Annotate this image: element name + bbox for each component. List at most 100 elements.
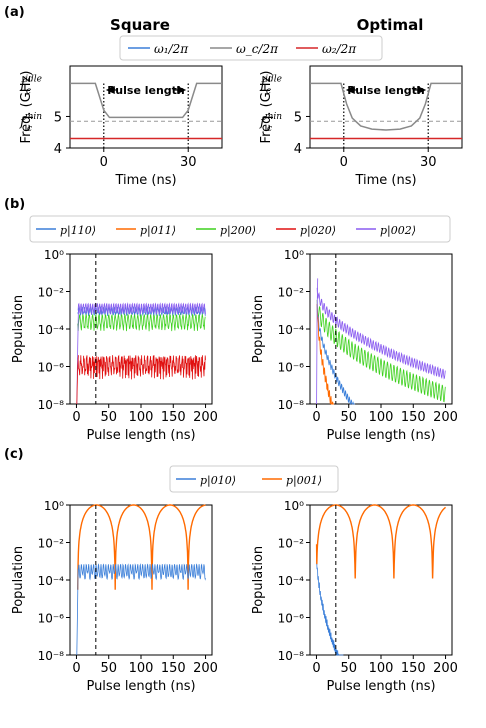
x-tick-label: 50	[100, 661, 117, 676]
x-tick-label: 100	[129, 661, 154, 676]
arrow-left-head	[105, 86, 115, 94]
y-axis-label: Population	[11, 546, 26, 614]
x-tick-label: 200	[433, 661, 458, 676]
y-tick-label: 10⁻⁶	[278, 612, 305, 626]
panel-label-b: (b)	[4, 197, 25, 212]
population-plot-5: 10⁰ 10⁻² 10⁻⁴ 10⁻⁶ 10⁻⁸ 0 50 100 150 200 Pulse len…	[251, 499, 458, 694]
legend-label-p011: p|011⟩	[140, 224, 176, 238]
series-p020	[77, 354, 206, 380]
annotation-pulse-length: Pulse length	[347, 84, 425, 97]
series-p001	[315, 504, 446, 579]
y-axis-label: Population	[11, 295, 26, 363]
y-tick-label: 4	[54, 142, 62, 157]
arrow-right-head	[177, 86, 187, 94]
y-tick-label: 10⁻⁴	[38, 323, 65, 337]
legend-label-p010: p|010⟩	[200, 474, 236, 488]
y-tick-label: 10⁻⁸	[38, 398, 65, 412]
x-tick-label: 50	[100, 410, 117, 425]
y-tick-label: 10⁰	[44, 248, 64, 262]
y-axis-label: Freq. (GHz)	[19, 71, 34, 144]
x-tick-label: 150	[401, 410, 426, 425]
arrow-left-head	[345, 86, 355, 94]
y-tick-label: 4	[294, 142, 302, 157]
y-tick-label: 10⁻²	[38, 286, 65, 300]
arrow-right-head	[417, 86, 427, 94]
legend-a: ω₁/2π ω_c/2π ω₂/2π	[119, 35, 383, 61]
y-tick-label: 10⁻⁸	[278, 398, 305, 412]
y-tick-label: 10⁰	[44, 499, 64, 513]
x-tick-label: 50	[340, 661, 357, 676]
y-tick-label: 10⁻²	[278, 286, 305, 300]
x-tick-label: 0	[72, 661, 80, 676]
series-p200	[316, 299, 446, 403]
x-tick-label: 150	[161, 661, 186, 676]
y-tick-label: 10⁻²	[278, 537, 305, 551]
legend-label-p002: p|002⟩	[380, 224, 416, 238]
legend-c: p|010⟩ p|001⟩	[169, 465, 339, 493]
population-plot-3: 10⁰ 10⁻² 10⁻⁴ 10⁻⁶ 10⁻⁸ 0 50 100 150 200 Pulse len…	[251, 248, 458, 443]
series-omegac	[70, 82, 222, 119]
axes-frame	[69, 65, 223, 149]
y-axis-label: Population	[251, 546, 266, 614]
series-p010	[77, 563, 206, 581]
x-tick-label: 100	[369, 410, 394, 425]
x-axis-label: Time (ns)	[114, 173, 176, 188]
y-tick-label: 10⁻⁴	[278, 574, 305, 588]
x-tick-label: 0	[312, 661, 320, 676]
axes-frame	[309, 504, 453, 656]
legend-label-p020: p|020⟩	[300, 224, 336, 238]
x-tick-label: 0	[72, 410, 80, 425]
x-tick-label: 200	[193, 661, 218, 676]
y-tick-label: 10⁻⁴	[278, 323, 305, 337]
legend-label-omega1: ω₁/2π	[154, 42, 189, 56]
y-axis-label: Population	[251, 295, 266, 363]
x-tick-label: 100	[129, 410, 154, 425]
y-tick-label: 10⁻⁶	[38, 612, 65, 626]
x-axis-label: Pulse length (ns)	[86, 428, 195, 443]
y-tick-label: 10⁻⁴	[38, 574, 65, 588]
y-tick-label: 10⁻⁸	[38, 649, 65, 663]
legend-c-frame	[169, 465, 339, 493]
series-p200	[77, 313, 206, 332]
title-square: Square	[110, 16, 170, 34]
annotation-pulse-length: Pulse length	[107, 84, 185, 97]
x-tick-label: 50	[340, 410, 357, 425]
y-tick-label: 10⁻⁸	[278, 649, 305, 663]
x-tick-label: 0	[100, 155, 108, 170]
series-p001	[77, 504, 206, 590]
axes-frame	[309, 65, 463, 149]
legend-label-p001: p|001⟩	[286, 474, 322, 488]
x-axis-label: Time (ns)	[354, 173, 416, 188]
population-plot-2: 10⁰ 10⁻² 10⁻⁴ 10⁻⁶ 10⁻⁸ 0 50 100 150 200 Pulse len…	[11, 248, 218, 443]
series-p002	[77, 302, 206, 315]
title-optimal: Optimal	[357, 16, 424, 34]
legend-a-frame	[119, 35, 383, 61]
series-p020-rise	[76, 355, 79, 405]
x-tick-label: 0	[312, 410, 320, 425]
series-p002-rise	[316, 278, 319, 405]
series-p010-rise	[76, 568, 79, 656]
x-axis-label: Pulse length (ns)	[326, 428, 435, 443]
x-tick-label: 0	[340, 155, 348, 170]
series-p010	[316, 563, 344, 656]
legend-b: p|110⟩ p|011⟩ p|200⟩ p|020⟩ p|002⟩	[29, 215, 451, 243]
population-plot-4: 10⁰ 10⁻² 10⁻⁴ 10⁻⁶ 10⁻⁸ 0 50 100 150 200 Pulse len…	[11, 499, 218, 694]
y-tick-label: 10⁻⁶	[278, 361, 305, 375]
legend-label-omega2: ω₂/2π	[322, 42, 357, 56]
x-tick-label: 150	[161, 410, 186, 425]
x-tick-label: 30	[180, 155, 197, 170]
series-omegac	[310, 82, 462, 131]
legend-label-p200: p|200⟩	[220, 224, 256, 238]
series-p011	[316, 303, 335, 405]
y-tick-label: 5	[294, 110, 302, 125]
y-tick-label: 10⁰	[284, 499, 304, 513]
y-tick-label: 10⁰	[284, 248, 304, 262]
legend-label-p110: p|110⟩	[60, 224, 96, 238]
x-axis-label: Pulse length (ns)	[326, 679, 435, 694]
y-tick-label: 10⁻⁶	[38, 361, 65, 375]
panel-label-a: (a)	[4, 5, 25, 20]
x-tick-label: 200	[193, 410, 218, 425]
